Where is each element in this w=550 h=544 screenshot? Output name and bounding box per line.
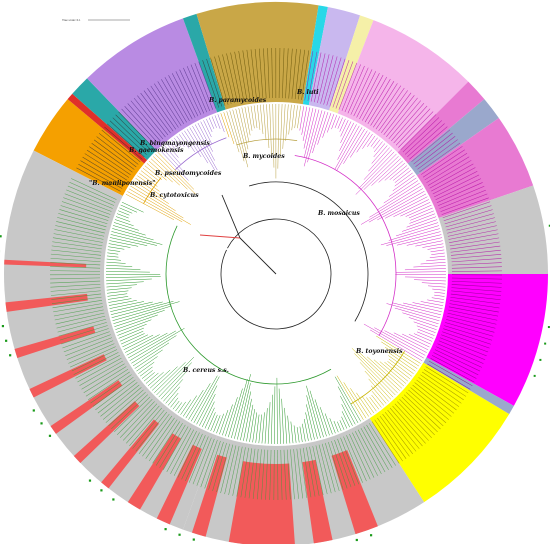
marker-dots [0, 224, 550, 542]
ring-band-salmon [101, 419, 160, 489]
ring-sector-paleyellow [329, 15, 374, 114]
clade-label-pseudomycoides: B. pseudomycoides [154, 170, 222, 177]
tree-scale-label: Tree scale: 0.1 [62, 18, 81, 22]
ring-band-salmon [29, 354, 107, 398]
clade-label-bingmayongensis: B. bingmayongensis [139, 140, 210, 147]
clade-label-mosaicus: B. mosaicus [317, 210, 360, 217]
leaf-labels [50, 47, 502, 500]
clade-label-cereus: B. cereus s.s. [182, 367, 229, 374]
ring-band-salmon [127, 433, 181, 510]
clade-label-luti: B. luti [296, 89, 319, 96]
clade-label-manliponensis: "B. manliponensis" [89, 180, 155, 187]
clade-label-paramycoides: B. paramycoides [208, 97, 267, 104]
ring-band-salmon [331, 450, 378, 535]
ring-sector-red [67, 93, 148, 164]
ring-band-salmon [73, 401, 140, 463]
ring-sector-gold [196, 2, 319, 110]
clade-label-toyonensis: B. toyonensis [355, 348, 403, 355]
ring-sector-grey [438, 185, 548, 274]
clade-label-mycoides: B. mycoides [242, 153, 285, 160]
ring-sector-steelblue [407, 99, 499, 176]
ring-sector-steelblue [423, 357, 514, 415]
outer-color-ring [3, 2, 548, 544]
ring-sector-purple [87, 18, 218, 151]
ring-band-salmon [156, 444, 202, 525]
ring-sector-yellow [369, 362, 510, 503]
ring-band-salmon [191, 454, 227, 537]
clade-labels: B. paramycoides B. luti B. bingmayongens… [89, 89, 403, 374]
ring-band-salmon [228, 461, 295, 544]
ring-sector-teal [182, 13, 226, 113]
ring-band-salmon [14, 326, 96, 359]
ring-band-salmon [5, 293, 88, 312]
clade-label-cytotoxicus: B. cytotoxicus [149, 192, 199, 199]
clade-label-gaemokensis: B. gaemokensis [128, 147, 184, 154]
ring-sector-grey [3, 150, 218, 530]
ring-band-salmon [302, 459, 333, 544]
tree-scale: Tree scale: 0.1 [62, 18, 130, 22]
tree-branches [106, 103, 446, 444]
ring-sector-hotpink [397, 81, 485, 164]
ring-band-salmon [4, 259, 87, 268]
ring-sector-cyan [302, 5, 328, 106]
ring-sector-orange [33, 99, 145, 196]
